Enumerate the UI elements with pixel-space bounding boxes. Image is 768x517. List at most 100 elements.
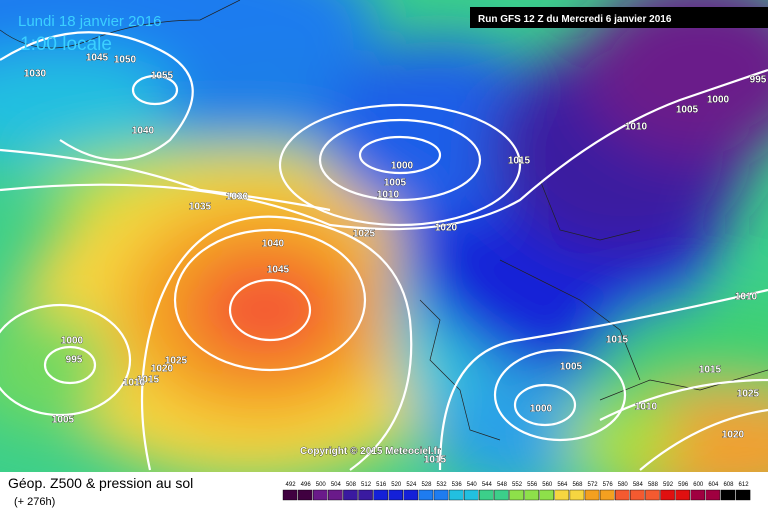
scale-swatch	[584, 489, 600, 501]
scale-swatch	[297, 489, 313, 501]
isobar-label: 1020	[151, 364, 174, 375]
scale-swatch	[599, 489, 615, 501]
scale-swatch	[705, 489, 721, 501]
isobar-label: 1030	[226, 192, 249, 203]
scale-label: 608	[723, 482, 734, 488]
isobar-labels: 1030 1045 1050 1055 1040 1035 1030 1040 1045 1025…	[24, 52, 768, 466]
scale-swatch	[388, 489, 404, 501]
scale-swatch	[539, 489, 555, 501]
isobar-label: 1045	[267, 265, 290, 276]
scale-swatch	[494, 489, 509, 501]
scale-label: 572	[588, 482, 599, 488]
scale-label: 600	[693, 482, 704, 488]
scale-label: 548	[497, 482, 508, 488]
scale-label: 512	[361, 482, 372, 488]
scale-label: 536	[452, 482, 463, 488]
isobar-label: 1015	[137, 375, 160, 386]
isobar-label: 1040	[132, 126, 155, 137]
scale-label: 568	[572, 482, 583, 488]
isobar-label: 1050	[114, 55, 137, 66]
scale-label: 540	[467, 482, 478, 488]
isobar-label: 1000	[707, 95, 730, 106]
scale-swatch	[373, 489, 388, 501]
scale-swatch	[418, 489, 434, 501]
isobar-label: 1010	[735, 292, 758, 303]
lead-time: (+ 276h)	[14, 496, 55, 508]
isobar-label: 1010	[625, 122, 648, 133]
run-info: Run GFS 12 Z du Mercredi 6 janvier 2016	[478, 14, 672, 25]
isobar-label: 1010	[635, 402, 658, 413]
time: 1:00 locale	[20, 34, 112, 55]
scale-label: 564	[557, 482, 568, 488]
isobar-label: 1010	[377, 190, 400, 201]
isobar-label: 1005	[52, 415, 75, 426]
isobar-label: 1025	[165, 356, 188, 367]
scale-swatch	[645, 489, 660, 501]
scale-swatch	[403, 489, 419, 501]
color-scale: 492 496 500 504 508 512 516 520 524 528 532 536 540 5…	[282, 482, 751, 501]
scale-label: 500	[316, 482, 327, 488]
isobars	[0, 31, 768, 471]
scale-swatch	[328, 489, 343, 501]
scale-swatch	[569, 489, 585, 501]
isobar-label: 1020	[435, 223, 458, 234]
isobar-label: 1020	[722, 430, 745, 441]
isobar-label: 1010	[123, 378, 146, 389]
scale-swatch	[690, 489, 706, 501]
scale-swatch	[675, 489, 690, 501]
isobar-label: 1055	[151, 71, 174, 82]
isobar-label: 1025	[737, 389, 760, 400]
scale-label: 504	[331, 482, 342, 488]
isobar-label: 995	[750, 75, 767, 86]
scale-label: 508	[346, 482, 357, 488]
footer-title: Géop. Z500 & pression au sol	[8, 475, 193, 491]
scale-swatch	[615, 489, 630, 501]
scale-swatch	[358, 489, 373, 501]
scale-swatch	[509, 489, 524, 501]
isobar-label: 1005	[384, 178, 407, 189]
isobar-label: 1045	[86, 53, 109, 64]
scale-swatch	[479, 489, 494, 501]
scale-label: 524	[406, 482, 417, 488]
isobar-label: 1015	[606, 335, 629, 346]
scale-swatch	[735, 489, 751, 501]
scale-label: 516	[376, 482, 387, 488]
scale-swatch	[313, 489, 328, 501]
scale-label: 576	[603, 482, 614, 488]
scale-label: 532	[437, 482, 448, 488]
scale-swatch	[448, 489, 464, 501]
scale-label: 556	[527, 482, 538, 488]
scale-swatch	[524, 489, 539, 501]
scale-label: 588	[648, 482, 659, 488]
isobar-label: 1030	[24, 69, 47, 80]
isobar-label: 1000	[391, 161, 414, 172]
scale-label: 552	[512, 482, 523, 488]
isobar-label: 1005	[560, 362, 583, 373]
scale-swatch	[554, 489, 570, 501]
isobar-label: 1005	[676, 105, 699, 116]
isobar-label: 1040	[262, 239, 285, 250]
scale-label: 580	[618, 482, 629, 488]
date: Lundi 18 janvier 2016	[18, 13, 161, 30]
scale-swatch	[343, 489, 358, 501]
scale-swatch	[630, 489, 645, 501]
isobar-label: 1035	[189, 202, 212, 213]
scale-label: 496	[301, 482, 312, 488]
scale-swatch	[282, 489, 298, 501]
isobar-label: 995	[66, 355, 83, 366]
isobar-label: 1015	[508, 156, 531, 167]
scale-label: 528	[421, 482, 432, 488]
isobar-label: 1025	[353, 229, 376, 240]
scale-swatch	[660, 489, 675, 501]
isobar-label: 1000	[61, 336, 84, 347]
scale-swatch	[433, 489, 449, 501]
isobar-label: 1015	[424, 455, 447, 466]
scale-swatch	[720, 489, 736, 501]
scale-label: 520	[391, 482, 402, 488]
scale-label: 604	[708, 482, 719, 488]
isobar-label: 1015	[699, 365, 722, 376]
scale-label: 596	[678, 482, 689, 488]
isobar-label: 1000	[530, 404, 553, 415]
scale-label: 544	[482, 482, 493, 488]
